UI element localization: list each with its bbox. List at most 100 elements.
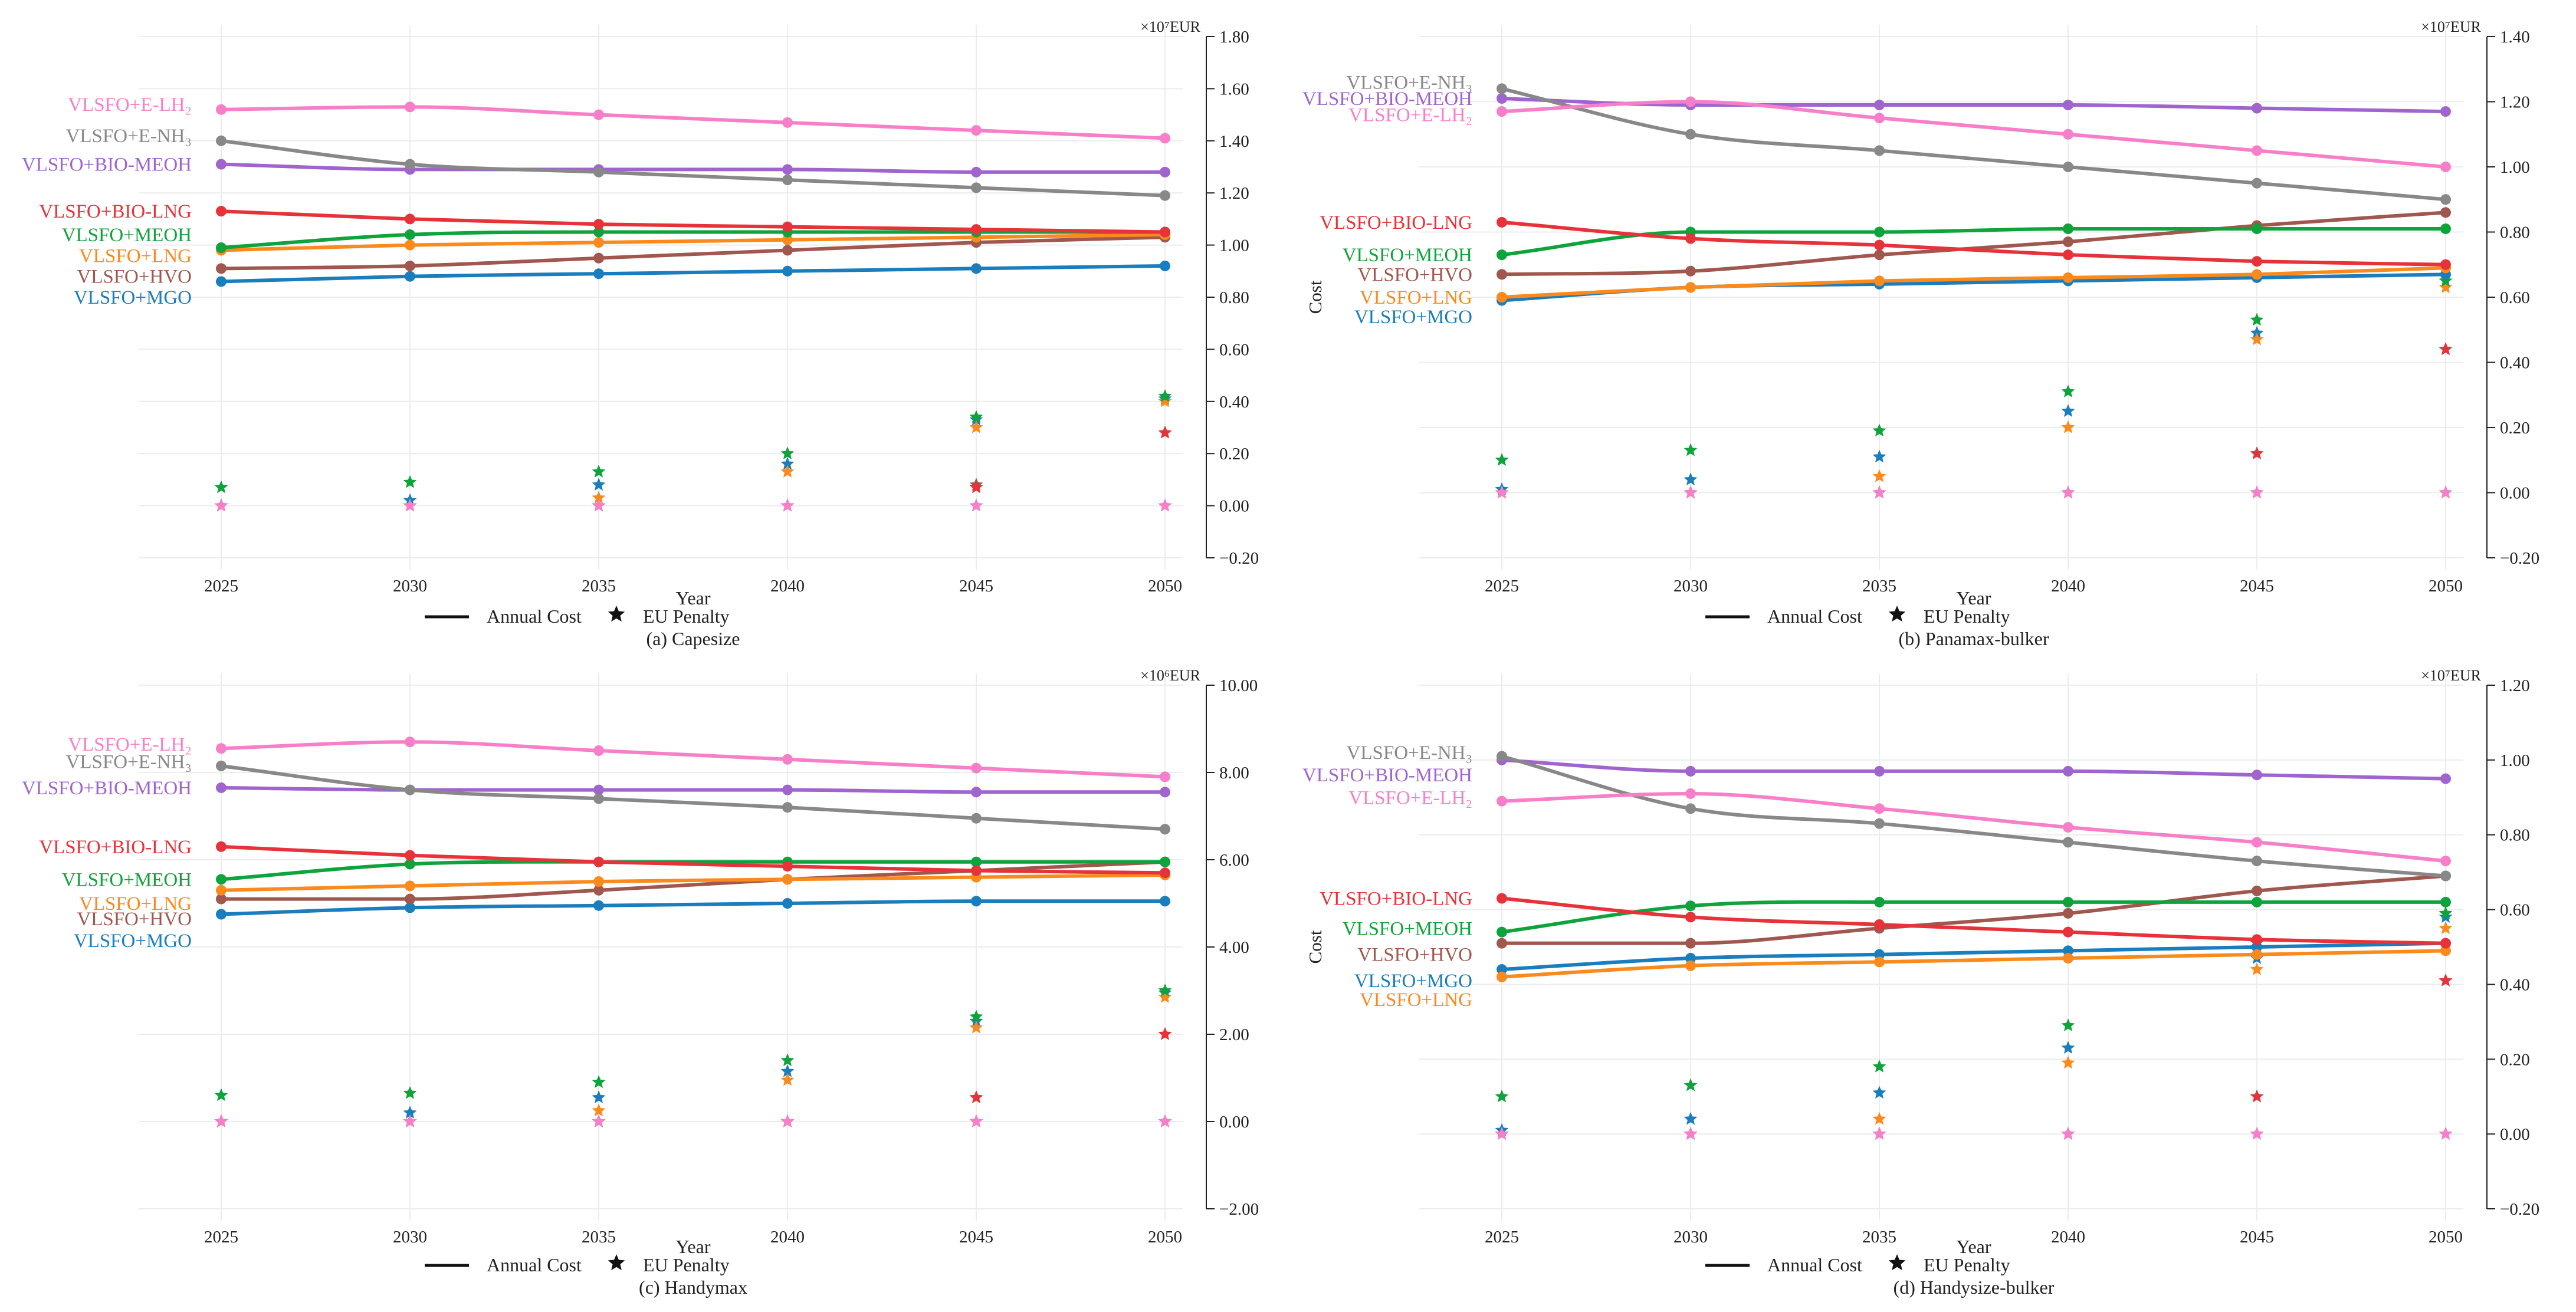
- cost-point: [2063, 926, 2073, 938]
- series-label: VLSFO+BIO-LNG: [39, 837, 192, 858]
- penalty-star: [403, 1106, 417, 1119]
- penalty-star: [780, 465, 795, 478]
- cost-point: [971, 856, 982, 867]
- cost-line: [1500, 791, 2447, 863]
- penalty-star: [2061, 384, 2075, 397]
- cost-point: [405, 229, 415, 240]
- legend-star-marker: [1888, 1254, 1906, 1271]
- penalty-star: [592, 491, 606, 504]
- cost-point: [405, 880, 415, 892]
- legend-eu-penalty: EU Penalty: [643, 1254, 730, 1275]
- cost-line: [1500, 941, 2447, 972]
- y-tick-label: 0.00: [1219, 497, 1249, 516]
- penalty-star: [592, 465, 606, 478]
- y-scale-label: ×10⁷EUR: [1140, 18, 1200, 35]
- cost-point: [405, 239, 415, 251]
- x-tick-label: 2035: [1862, 577, 1896, 596]
- penalty-star: [1684, 443, 1698, 456]
- series-label: VLSFO+BIO-LNG: [1320, 889, 1472, 910]
- series-label: VLSFO+E-LH₂: [1348, 787, 1472, 808]
- legend-annual-cost: Annual Cost: [1767, 606, 1862, 627]
- cost-point: [1685, 900, 1696, 912]
- cost-point: [2252, 942, 2262, 952]
- y-tick-label: 6.00: [1219, 851, 1249, 870]
- cost-point: [782, 234, 793, 245]
- cost-point: [2063, 162, 2073, 172]
- penalty-star: [2439, 906, 2453, 919]
- cost-line: [1500, 96, 2447, 114]
- cost-point: [2252, 856, 2262, 867]
- y-scale-label: ×10⁷EUR: [2421, 667, 2481, 684]
- x-tick-label: 2040: [2051, 1228, 2085, 1247]
- penalty-star: [2439, 280, 2453, 294]
- cost-point: [2252, 949, 2262, 960]
- cost-point: [1160, 824, 1170, 835]
- y-tick-label: 0.60: [2500, 901, 2530, 920]
- cost-point: [1685, 788, 1696, 799]
- penalty-star: [2439, 342, 2453, 356]
- x-tick-label: 2045: [959, 1228, 993, 1247]
- penalty-star: [969, 480, 983, 494]
- x-tick-label: 2050: [2429, 577, 2463, 596]
- cost-line: [219, 873, 1167, 892]
- x-tick-label: 2025: [1485, 577, 1519, 596]
- penalty-star: [1872, 485, 1886, 499]
- cost-point: [971, 166, 982, 177]
- cost-point: [1160, 260, 1170, 271]
- penalty-star: [2250, 325, 2264, 339]
- penalty-star: [780, 446, 795, 459]
- cost-line: [219, 235, 1167, 271]
- penalty-star: [592, 1075, 606, 1089]
- chart-title: (b) Panamax-bulker: [1898, 628, 2049, 649]
- x-tick-label: 2030: [1673, 577, 1708, 596]
- cost-point: [405, 902, 415, 913]
- series-label: VLSFO+E-NH₃: [66, 752, 192, 773]
- penalty-star: [1872, 1112, 1886, 1125]
- cost-point: [593, 109, 604, 120]
- penalty-star: [592, 1114, 606, 1127]
- penalty-star: [969, 420, 983, 433]
- penalty-star: [969, 498, 983, 512]
- cost-point: [216, 263, 227, 274]
- cost-point: [971, 787, 982, 798]
- series-label: VLSFO+E-LH₂: [68, 734, 192, 755]
- cost-point: [405, 850, 415, 861]
- x-tick-label: 2045: [2240, 1228, 2274, 1247]
- series-label: VLSFO+BIO-MEOH: [1302, 765, 1472, 786]
- cost-point: [1160, 166, 1170, 177]
- cost-point: [1497, 971, 1507, 982]
- cost-point: [216, 276, 227, 287]
- cost-point: [593, 784, 604, 795]
- y-tick-label: 1.00: [2500, 751, 2530, 770]
- cost-point: [971, 865, 982, 876]
- y-tick-label: 0.60: [2500, 288, 2530, 307]
- penalty-star: [1158, 984, 1172, 997]
- cost-point: [971, 813, 982, 824]
- penalty-star: [1684, 472, 1698, 486]
- cost-point: [216, 884, 227, 896]
- cost-point: [2063, 896, 2073, 907]
- cost-point: [2063, 129, 2073, 140]
- y-tick-label: 0.20: [1219, 445, 1249, 463]
- y-tick-label: 1.40: [1219, 132, 1249, 151]
- cost-line: [219, 209, 1167, 234]
- cost-point: [1685, 265, 1696, 277]
- cost-line: [219, 860, 1167, 882]
- penalty-star: [1684, 485, 1698, 499]
- cost-line: [1500, 874, 2447, 945]
- penalty-star: [1872, 1059, 1886, 1073]
- chart-panel: −0.20 0.00 0.20 0.40 0.60 0.80 1.00 1.20 ×10⁷EUR…: [1302, 667, 2539, 1298]
- x-tick-label: 2045: [959, 577, 993, 596]
- y-tick-label: 0.80: [2500, 223, 2530, 242]
- cost-point: [1685, 938, 1696, 949]
- x-tick-label: 2025: [204, 1228, 238, 1247]
- cost-point: [2063, 272, 2073, 283]
- cost-point: [405, 159, 415, 170]
- penalty-star: [2250, 962, 2264, 975]
- cost-point: [593, 268, 604, 280]
- series-label: VLSFO+BIO-MEOH: [22, 778, 192, 799]
- cost-point: [1497, 938, 1507, 949]
- cost-line: [219, 740, 1167, 779]
- cost-line: [1500, 900, 2447, 934]
- penalty-star: [2439, 1127, 2453, 1140]
